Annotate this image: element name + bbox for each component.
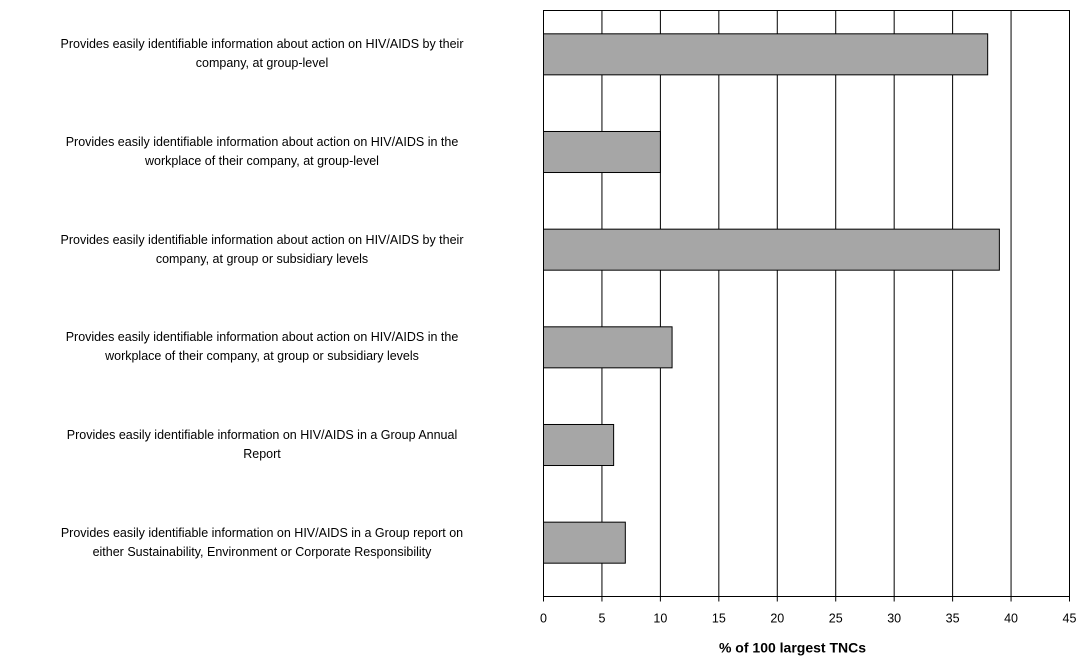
x-tick-label: 0: [540, 612, 547, 626]
category-label: Provides easily identifiable information…: [0, 231, 532, 269]
x-tick-label: 45: [1063, 612, 1077, 626]
category-label-line: Provides easily identifiable information…: [60, 525, 464, 540]
category-label-line: workplace of their company, at group or …: [105, 349, 419, 364]
x-tick-label: 35: [946, 612, 960, 626]
category-label-line: workplace of their company, at group-lev…: [145, 154, 379, 168]
x-tick-label: 10: [653, 612, 667, 626]
x-tick-label: 25: [829, 612, 843, 626]
x-tick-label: 20: [770, 612, 784, 626]
x-axis-title: % of 100 largest TNCs: [719, 640, 866, 656]
bar: [543, 423, 615, 467]
category-label-line: Provides easily identifiable information…: [60, 232, 464, 247]
x-tick-label: 15: [712, 612, 726, 626]
gridlines: [601, 10, 1012, 597]
bar: [543, 33, 989, 76]
bars: [543, 33, 1000, 564]
bar: [543, 130, 661, 174]
bar: [543, 326, 673, 369]
category-label: Provides easily identifiable information…: [0, 328, 532, 366]
category-label-line: Provides easily identifiable information…: [66, 428, 458, 442]
category-label-line: Provides easily identifiable information…: [65, 330, 459, 345]
x-tick-label: 5: [598, 612, 605, 626]
category-label-line: company, at group or subsidiary levels: [155, 251, 369, 266]
category-label-line: Report: [243, 447, 281, 461]
category-label-line: Provides easily identifiable information…: [60, 37, 464, 52]
x-ticks: 0 5 10 15 20 25 30 35 40 45: [540, 596, 1077, 626]
bar: [543, 521, 626, 564]
x-tick-label: 40: [1004, 612, 1018, 626]
category-label: Provides easily identifiable information…: [0, 35, 532, 73]
bar: [543, 228, 1000, 271]
x-tick-label: 30: [887, 612, 901, 626]
category-label: Provides easily identifiable information…: [0, 426, 532, 464]
plot-frame: [543, 10, 1070, 597]
category-label: Provides easily identifiable information…: [0, 133, 532, 171]
category-label-line: either Sustainability, Environment or Co…: [92, 544, 432, 559]
category-label-line: company, at group-level: [195, 56, 329, 71]
category-label-line: Provides easily identifiable information…: [65, 135, 459, 149]
category-label: Provides easily identifiable information…: [0, 524, 532, 562]
